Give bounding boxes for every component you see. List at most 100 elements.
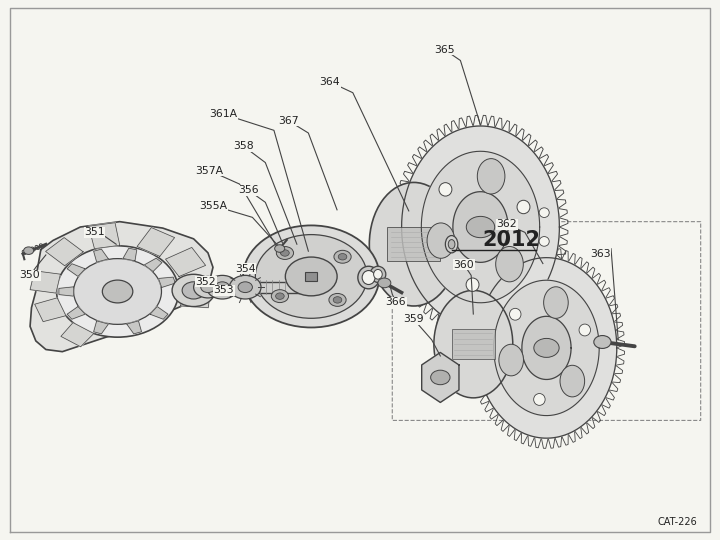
Circle shape xyxy=(378,278,391,288)
Ellipse shape xyxy=(362,271,375,285)
Text: 360: 360 xyxy=(454,260,474,269)
Polygon shape xyxy=(45,238,84,266)
Polygon shape xyxy=(522,316,571,380)
Ellipse shape xyxy=(369,183,458,306)
Text: 351: 351 xyxy=(84,227,105,238)
Ellipse shape xyxy=(499,344,523,376)
Ellipse shape xyxy=(358,266,379,289)
Text: 358: 358 xyxy=(233,141,254,151)
Polygon shape xyxy=(476,258,617,438)
Circle shape xyxy=(467,217,495,238)
Circle shape xyxy=(238,282,253,293)
Polygon shape xyxy=(422,353,459,402)
Circle shape xyxy=(24,247,34,254)
Text: CAT-226: CAT-226 xyxy=(657,517,697,527)
Text: 355A: 355A xyxy=(199,200,227,211)
Circle shape xyxy=(338,254,347,260)
Circle shape xyxy=(230,275,261,299)
Circle shape xyxy=(201,282,215,293)
Polygon shape xyxy=(150,307,168,319)
Circle shape xyxy=(329,293,346,306)
Text: 353: 353 xyxy=(213,286,234,295)
Circle shape xyxy=(207,275,238,299)
Circle shape xyxy=(276,293,284,299)
Text: 361A: 361A xyxy=(210,109,238,119)
Text: 365: 365 xyxy=(434,45,455,55)
Text: 364: 364 xyxy=(320,77,340,87)
Polygon shape xyxy=(127,321,142,334)
Ellipse shape xyxy=(374,269,382,279)
Polygon shape xyxy=(59,287,73,296)
Text: 362: 362 xyxy=(497,219,518,230)
Text: 2012: 2012 xyxy=(482,231,540,251)
Ellipse shape xyxy=(510,308,521,320)
Circle shape xyxy=(274,245,284,252)
Circle shape xyxy=(215,282,230,293)
Circle shape xyxy=(431,370,450,384)
Circle shape xyxy=(534,339,559,357)
Circle shape xyxy=(333,296,342,303)
Bar xyxy=(305,272,317,281)
Circle shape xyxy=(285,257,337,296)
Ellipse shape xyxy=(539,237,549,246)
Polygon shape xyxy=(453,192,508,262)
Polygon shape xyxy=(67,264,85,276)
Ellipse shape xyxy=(449,240,455,249)
Polygon shape xyxy=(144,258,162,272)
Circle shape xyxy=(102,280,132,303)
Bar xyxy=(451,329,495,359)
Text: 350: 350 xyxy=(19,271,40,280)
Ellipse shape xyxy=(370,266,386,282)
Polygon shape xyxy=(30,271,60,293)
Ellipse shape xyxy=(495,246,523,282)
Polygon shape xyxy=(421,151,540,303)
Ellipse shape xyxy=(466,278,479,292)
Ellipse shape xyxy=(477,159,505,194)
Circle shape xyxy=(271,289,289,302)
Ellipse shape xyxy=(439,183,452,196)
Circle shape xyxy=(334,251,351,263)
Ellipse shape xyxy=(446,235,458,253)
Polygon shape xyxy=(94,249,108,262)
Polygon shape xyxy=(123,248,137,261)
Polygon shape xyxy=(35,298,66,322)
Text: 363: 363 xyxy=(590,249,611,259)
Ellipse shape xyxy=(534,394,545,406)
Text: 367: 367 xyxy=(278,116,299,126)
Ellipse shape xyxy=(539,208,549,218)
Polygon shape xyxy=(166,247,206,276)
Circle shape xyxy=(194,276,222,298)
Text: 356: 356 xyxy=(238,186,259,195)
Text: 352: 352 xyxy=(196,277,216,287)
Circle shape xyxy=(256,234,367,318)
Text: 354: 354 xyxy=(235,264,256,274)
Circle shape xyxy=(172,274,215,307)
Ellipse shape xyxy=(544,287,568,319)
Polygon shape xyxy=(67,307,85,319)
Circle shape xyxy=(57,246,179,337)
Polygon shape xyxy=(402,126,559,328)
Circle shape xyxy=(281,250,289,256)
Polygon shape xyxy=(181,286,211,308)
Circle shape xyxy=(182,282,205,299)
Ellipse shape xyxy=(579,324,590,336)
Polygon shape xyxy=(89,223,120,248)
Circle shape xyxy=(73,259,161,325)
Polygon shape xyxy=(61,322,94,347)
Polygon shape xyxy=(30,221,213,352)
Circle shape xyxy=(594,335,611,348)
Circle shape xyxy=(243,225,379,327)
Text: 359: 359 xyxy=(403,314,424,325)
Polygon shape xyxy=(94,321,108,334)
Ellipse shape xyxy=(517,200,530,214)
Ellipse shape xyxy=(434,291,513,398)
Circle shape xyxy=(276,247,294,259)
Ellipse shape xyxy=(560,365,585,397)
Ellipse shape xyxy=(427,223,454,258)
Polygon shape xyxy=(137,227,175,256)
Text: 357A: 357A xyxy=(195,166,223,176)
Bar xyxy=(387,227,441,261)
Text: 366: 366 xyxy=(385,297,406,307)
Polygon shape xyxy=(158,277,175,287)
Polygon shape xyxy=(494,280,599,416)
